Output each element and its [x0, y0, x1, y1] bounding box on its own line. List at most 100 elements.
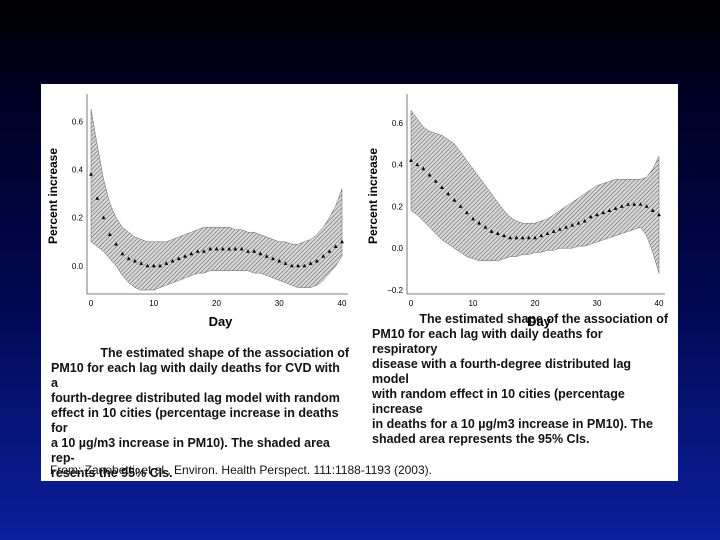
- estimate-point: [415, 162, 420, 167]
- estimate-point: [557, 227, 562, 231]
- estimate-point: [545, 231, 550, 235]
- estimate-point: [114, 242, 118, 246]
- ci-band: [410, 109, 660, 274]
- caption-line: effect in 10 cities (percentage increase…: [51, 406, 339, 435]
- estimate-point: [302, 263, 307, 268]
- estimate-point: [632, 202, 637, 206]
- estimate-point: [433, 179, 438, 183]
- estimate-point: [613, 206, 618, 210]
- caption-line: fourth-degree distributed lag model with…: [51, 391, 340, 405]
- estimate-point: [607, 208, 612, 212]
- estimate-point: [539, 233, 544, 238]
- caption-line: disease with a fourth-degree distributed…: [372, 357, 632, 386]
- estimate-point: [277, 258, 282, 263]
- estimate-point: [189, 251, 194, 256]
- x-tick-label: 0: [89, 299, 94, 308]
- estimate-point: [233, 246, 238, 251]
- estimate-point: [650, 208, 655, 212]
- estimate-point: [264, 254, 269, 258]
- estimate-point: [246, 249, 250, 253]
- estimate-point: [483, 225, 488, 229]
- x-tick-label: 30: [275, 299, 284, 308]
- estimate-point: [409, 158, 413, 162]
- x-axis-label: Day: [527, 314, 552, 329]
- estimate-point: [502, 233, 506, 238]
- estimate-point: [576, 221, 581, 225]
- y-tick-label: −0.2: [387, 286, 403, 295]
- estimate-point: [283, 261, 288, 265]
- estimate-point: [440, 185, 444, 189]
- source-citation: From: Zanobetti, et al., Environ. Health…: [50, 463, 432, 477]
- estimate-point: [220, 246, 225, 251]
- estimate-point: [340, 239, 344, 244]
- estimate-point: [101, 215, 106, 220]
- caption-line: The estimated shape of the association o…: [100, 346, 349, 360]
- x-tick-label: 40: [655, 299, 664, 308]
- chart-cvd: 0 10 20 30 40 0.0 0.2 0.4 0.6 Day Percent increase: [46, 94, 348, 329]
- x-axis-label: Day: [209, 314, 234, 329]
- estimate-point: [107, 232, 112, 236]
- estimate-point: [520, 235, 525, 240]
- estimate-point: [145, 263, 150, 268]
- estimate-point: [327, 249, 332, 253]
- estimate-point: [333, 244, 338, 248]
- estimate-point: [489, 229, 494, 233]
- caption-line: PM10 for each lag with daily deaths for …: [51, 361, 340, 390]
- estimate-point: [208, 246, 213, 251]
- estimate-point: [321, 254, 326, 258]
- estimate-point: [170, 258, 175, 263]
- y-tick-label: 0.0: [72, 262, 84, 271]
- estimate-point: [514, 235, 519, 240]
- caption-line: resents the 95% CIs.: [51, 466, 173, 480]
- x-tick-label: 40: [338, 299, 347, 308]
- estimate-point: [595, 212, 599, 217]
- estimate-point: [296, 263, 300, 268]
- estimate-point: [421, 166, 426, 171]
- estimate-point: [464, 210, 469, 215]
- estimate-point: [289, 263, 294, 268]
- caption-line: The estimated shape of the association o…: [419, 312, 668, 326]
- estimate-point: [495, 231, 500, 235]
- estimate-point: [582, 218, 587, 223]
- y-axis-label: Percent increase: [46, 148, 60, 244]
- estimate-point: [176, 256, 181, 261]
- caption-cvd: The estimated shape of the association o…: [51, 346, 349, 481]
- y-tick-label: 0.6: [72, 117, 84, 126]
- y-axis-label: Percent increase: [366, 148, 380, 244]
- estimate-point: [638, 202, 643, 206]
- estimate-point: [657, 212, 661, 217]
- estimate-point: [551, 229, 556, 233]
- estimate-point: [619, 204, 624, 208]
- estimate-point: [227, 246, 231, 251]
- x-tick-label: 20: [212, 299, 221, 308]
- estimate-point: [458, 204, 463, 208]
- estimate-point: [508, 235, 513, 240]
- ci-band: [90, 109, 343, 291]
- estimate-point: [158, 263, 162, 268]
- x-tick-label: 10: [469, 299, 478, 308]
- estimate-point: [202, 249, 206, 253]
- estimate-point: [644, 204, 649, 208]
- estimate-point: [164, 261, 169, 265]
- estimate-point: [533, 235, 537, 240]
- y-tick-label: 0.2: [72, 214, 84, 223]
- caption-respiratory: The estimated shape of the association o…: [372, 312, 668, 447]
- estimate-point: [271, 256, 275, 261]
- caption-line: PM10 for each lag with daily deaths for …: [372, 327, 603, 356]
- caption-line: in deaths for a 10 µg/m3 increase in PM1…: [372, 417, 653, 431]
- estimate-point: [258, 251, 263, 256]
- estimate-point: [133, 258, 137, 263]
- estimate-point: [601, 210, 606, 215]
- estimate-point: [452, 198, 457, 202]
- estimate-point: [151, 263, 156, 268]
- estimate-point: [315, 258, 319, 263]
- caption-line: with random effect in 10 cities (percent…: [372, 387, 625, 416]
- estimate-point: [95, 196, 100, 200]
- y-tick-label: 0.4: [72, 165, 84, 174]
- estimate-point: [214, 246, 219, 251]
- estimate-point: [564, 225, 568, 229]
- chart-respiratory: 0 10 20 30 40 −0.2 0.0 0.2 0.4 0.6 Day Percent incr…: [366, 94, 665, 329]
- x-tick-label: 30: [593, 299, 602, 308]
- estimate-point: [89, 172, 93, 176]
- estimate-point: [588, 214, 593, 219]
